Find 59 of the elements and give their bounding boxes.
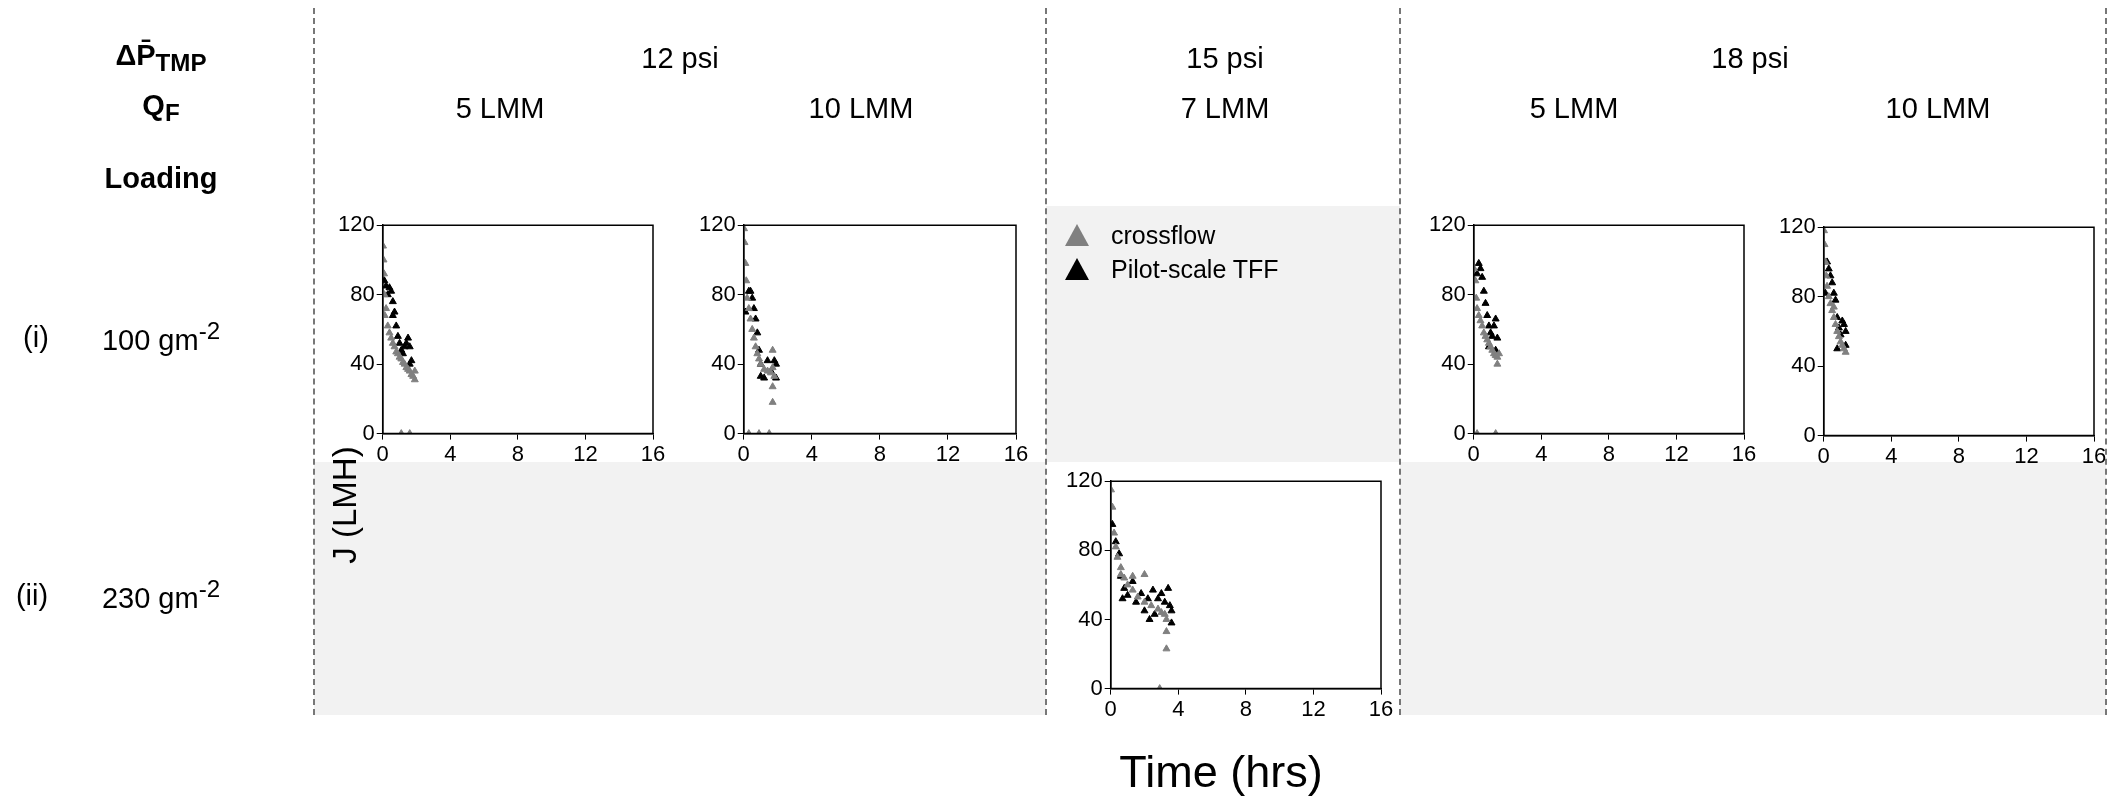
x-tick-label: 12	[1301, 695, 1326, 721]
y-tick-label: 40	[1441, 350, 1466, 376]
x-tick-label: 8	[873, 440, 886, 466]
text: 7 LMM	[1180, 91, 1270, 125]
x-tick-label: 4	[1885, 442, 1898, 468]
y-tick-label: 120	[1778, 213, 1816, 239]
text: 10 LMM	[808, 91, 914, 125]
legend-label: crossflow	[1111, 220, 1216, 250]
x-tick-label: 12	[573, 440, 598, 466]
y-tick-label: 0	[723, 419, 736, 445]
text: 100 gm$^{-2}$	[101, 317, 221, 357]
text: J (LMH)	[326, 446, 364, 564]
text: Loading	[104, 161, 218, 195]
x-tick-label: 8	[511, 440, 524, 466]
text: ΔP̄$_{TMP}$	[115, 38, 207, 78]
x-tick-label: 8	[1952, 442, 1965, 468]
legend-label: Pilot-scale TFF	[1111, 254, 1279, 284]
x-tick-label: 8	[1239, 695, 1252, 721]
y-tick-label: 0	[1453, 419, 1466, 445]
x-tick-label: 4	[1172, 695, 1185, 721]
x-tick-label: 4	[805, 440, 818, 466]
y-tick-label: 120	[698, 211, 736, 237]
text: Q$_{F}$	[142, 88, 180, 128]
y-tick-label: 80	[350, 280, 375, 306]
y-tick-label: 80	[711, 280, 736, 306]
x-tick-label: 12	[935, 440, 961, 466]
y-tick-label: 120	[337, 211, 375, 237]
y-tick-label: 80	[1078, 536, 1103, 562]
x-tick-label: 16	[1003, 440, 1029, 466]
y-tick-label: 120	[1065, 467, 1103, 493]
x-tick-label: 12	[1664, 440, 1689, 466]
text: 18 psi	[1711, 41, 1789, 75]
y-tick-label: 0	[1090, 674, 1103, 700]
text: 15 psi	[1186, 41, 1264, 75]
y-tick-label: 80	[1791, 282, 1816, 308]
text: 230 gm$^{-2}$	[101, 575, 221, 615]
y-tick-label: 40	[1791, 352, 1816, 378]
y-tick-label: 120	[1428, 211, 1466, 237]
x-tick-label: 16	[1368, 695, 1394, 721]
x-tick-label: 16	[2081, 442, 2107, 468]
x-tick-label: 4	[444, 440, 457, 466]
text: 5 LMM	[455, 91, 545, 125]
y-tick-label: 0	[362, 419, 375, 445]
x-tick-label: 16	[1731, 440, 1757, 466]
x-tick-label: 16	[640, 440, 666, 466]
y-tick-label: 80	[1441, 280, 1466, 306]
y-tick-label: 40	[350, 350, 375, 376]
y-tick-label: 0	[1803, 421, 1816, 447]
text: (ii)	[15, 578, 49, 612]
y-tick-label: 40	[711, 350, 736, 376]
text: (i)	[23, 320, 49, 354]
x-tick-label: 12	[2014, 442, 2039, 468]
text: 12 psi	[641, 41, 719, 75]
text: 5 LMM	[1529, 91, 1619, 125]
y-tick-label: 40	[1078, 605, 1103, 631]
x-tick-label: 8	[1602, 440, 1615, 466]
x-tick-label: 4	[1535, 440, 1548, 466]
text: 10 LMM	[1885, 91, 1991, 125]
text: Time (hrs)	[1119, 746, 1323, 798]
